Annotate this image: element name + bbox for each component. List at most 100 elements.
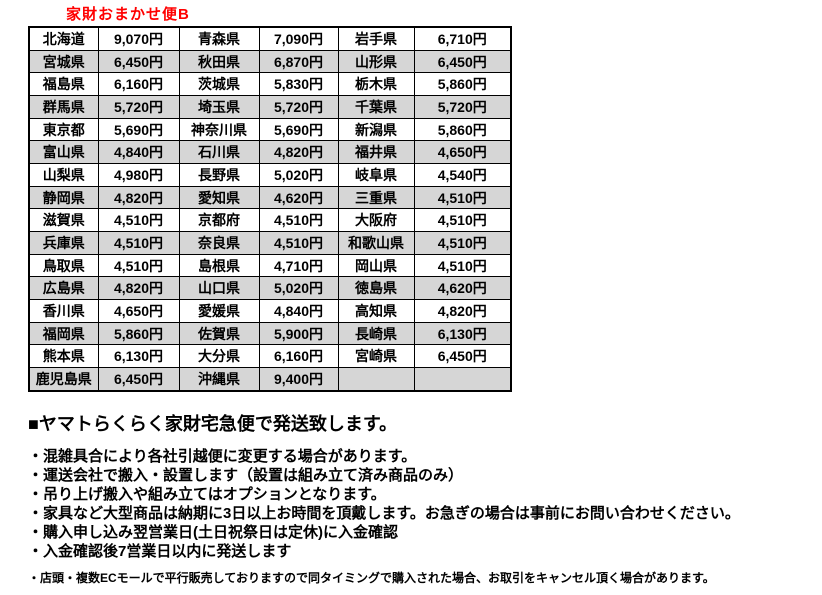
prefecture-cell: 滋賀県 bbox=[28, 208, 99, 233]
prefecture-cell: 福島県 bbox=[28, 72, 99, 97]
prefecture-cell: 愛媛県 bbox=[178, 299, 260, 323]
prefecture-cell: 神奈川県 bbox=[178, 117, 260, 142]
price-cell: 9,400円 bbox=[258, 367, 339, 392]
prefecture-cell: 広島県 bbox=[28, 276, 99, 301]
price-cell: 6,160円 bbox=[258, 344, 339, 369]
price-cell: 4,710円 bbox=[258, 253, 339, 278]
table-row: 鳥取県 4,510円 島根県 4,710円 岡山県 4,510円 bbox=[28, 253, 512, 278]
prefecture-cell: 石川県 bbox=[178, 140, 260, 165]
price-cell: 5,830円 bbox=[258, 72, 339, 97]
prefecture-cell: 徳島県 bbox=[337, 276, 415, 301]
price-cell: 6,160円 bbox=[97, 72, 180, 97]
prefecture-cell: 鳥取県 bbox=[28, 253, 99, 278]
price-cell: 4,820円 bbox=[97, 185, 180, 210]
price-cell: 5,720円 bbox=[97, 95, 180, 119]
notes-heading: ■ヤマトらくらく家財宅急便で発送致します。 bbox=[28, 414, 398, 434]
prefecture-cell: 岐阜県 bbox=[337, 163, 415, 187]
table-row: 広島県 4,820円 山口県 5,020円 徳島県 4,620円 bbox=[28, 276, 512, 301]
prefecture-cell: 島根県 bbox=[178, 253, 260, 278]
prefecture-cell: 鹿児島県 bbox=[28, 367, 99, 392]
table-row: 滋賀県 4,510円 京都府 4,510円 大阪府 4,510円 bbox=[28, 208, 512, 233]
prefecture-cell: 長野県 bbox=[178, 163, 260, 187]
price-cell bbox=[413, 367, 512, 392]
prefecture-cell: 京都府 bbox=[178, 208, 260, 233]
prefecture-cell: 香川県 bbox=[28, 299, 99, 323]
table-row: 福岡県 5,860円 佐賀県 5,900円 長崎県 6,130円 bbox=[28, 321, 512, 346]
notes-section: ■ヤマトらくらく家財宅急便で発送致します。 ・混雑具合により各社引越便に変更する… bbox=[28, 410, 808, 586]
prefecture-cell: 大阪府 bbox=[337, 208, 415, 233]
price-cell: 4,540円 bbox=[413, 163, 512, 187]
note-bullet: ・購入申し込み翌営業日(土日祝祭日は定休)に入金確認 bbox=[28, 524, 398, 541]
price-cell: 4,510円 bbox=[413, 253, 512, 278]
price-cell: 4,650円 bbox=[97, 299, 180, 323]
prefecture-cell: 富山県 bbox=[28, 140, 99, 165]
price-cell: 4,510円 bbox=[413, 185, 512, 210]
prefecture-cell: 岩手県 bbox=[337, 26, 415, 51]
table-row: 北海道 9,070円 青森県 7,090円 岩手県 6,710円 bbox=[28, 26, 512, 51]
notes-bullet-list: ・混雑具合により各社引越便に変更する場合があります。 ・運送会社で搬入・設置します… bbox=[28, 447, 808, 561]
small-note: ・店頭・複数ECモールで平行販売しておりますので同タイミングで購入された場合、お… bbox=[28, 571, 715, 585]
price-cell: 5,900円 bbox=[258, 321, 339, 346]
table-row: 東京都 5,690円 神奈川県 5,690円 新潟県 5,860円 bbox=[28, 117, 512, 142]
price-cell: 4,820円 bbox=[413, 299, 512, 323]
price-cell: 5,860円 bbox=[97, 321, 180, 346]
price-cell: 4,650円 bbox=[413, 140, 512, 165]
price-cell: 4,840円 bbox=[258, 299, 339, 323]
prefecture-cell: 栃木県 bbox=[337, 72, 415, 97]
price-cell: 5,690円 bbox=[97, 117, 180, 142]
price-cell: 4,510円 bbox=[413, 208, 512, 233]
price-cell: 4,820円 bbox=[97, 276, 180, 301]
prefecture-cell: 三重県 bbox=[337, 185, 415, 210]
price-cell: 5,860円 bbox=[413, 117, 512, 142]
price-cell: 6,870円 bbox=[258, 49, 339, 74]
price-cell: 6,130円 bbox=[413, 321, 512, 346]
prefecture-cell: 佐賀県 bbox=[178, 321, 260, 346]
table-row: 富山県 4,840円 石川県 4,820円 福井県 4,650円 bbox=[28, 140, 512, 165]
price-cell: 4,510円 bbox=[97, 208, 180, 233]
prefecture-cell: 北海道 bbox=[28, 26, 99, 51]
prefecture-cell: 山形県 bbox=[337, 49, 415, 74]
prefecture-cell: 埼玉県 bbox=[178, 95, 260, 119]
prefecture-cell: 福井県 bbox=[337, 140, 415, 165]
price-cell: 4,510円 bbox=[97, 231, 180, 255]
price-cell: 6,710円 bbox=[413, 26, 512, 51]
prefecture-cell: 山梨県 bbox=[28, 163, 99, 187]
price-cell: 7,090円 bbox=[258, 26, 339, 51]
price-cell: 4,820円 bbox=[258, 140, 339, 165]
prefecture-cell: 愛知県 bbox=[178, 185, 260, 210]
page-title: 家財おまかせ便B bbox=[66, 6, 190, 23]
table-row: 福島県 6,160円 茨城県 5,830円 栃木県 5,860円 bbox=[28, 72, 512, 97]
price-cell: 4,510円 bbox=[258, 208, 339, 233]
price-cell: 4,510円 bbox=[97, 253, 180, 278]
prefecture-cell: 宮城県 bbox=[28, 49, 99, 74]
shipping-fee-table: 北海道 9,070円 青森県 7,090円 岩手県 6,710円 宮城県 6,450円 秋田県 6… bbox=[28, 26, 512, 392]
prefecture-cell: 大分県 bbox=[178, 344, 260, 369]
prefecture-cell: 沖縄県 bbox=[178, 367, 260, 392]
note-bullet: ・吊り上げ搬入や組み立てはオプションとなります。 bbox=[28, 486, 386, 503]
price-cell: 5,720円 bbox=[413, 95, 512, 119]
prefecture-cell: 長崎県 bbox=[337, 321, 415, 346]
prefecture-cell: 群馬県 bbox=[28, 95, 99, 119]
price-cell: 5,690円 bbox=[258, 117, 339, 142]
price-cell: 6,450円 bbox=[97, 49, 180, 74]
prefecture-cell: 兵庫県 bbox=[28, 231, 99, 255]
price-cell: 9,070円 bbox=[97, 26, 180, 51]
prefecture-cell: 茨城県 bbox=[178, 72, 260, 97]
note-bullet: ・運送会社で搬入・設置します（設置は組み立て済み商品のみ） bbox=[28, 467, 464, 484]
prefecture-cell: 東京都 bbox=[28, 117, 99, 142]
price-cell: 6,450円 bbox=[413, 49, 512, 74]
prefecture-cell: 静岡県 bbox=[28, 185, 99, 210]
price-cell: 5,020円 bbox=[258, 276, 339, 301]
price-cell: 6,450円 bbox=[413, 344, 512, 369]
table-row: 群馬県 5,720円 埼玉県 5,720円 千葉県 5,720円 bbox=[28, 95, 512, 119]
price-cell: 4,840円 bbox=[97, 140, 180, 165]
table-row: 静岡県 4,820円 愛知県 4,620円 三重県 4,510円 bbox=[28, 185, 512, 210]
note-bullet: ・入金確認後7営業日以内に発送します bbox=[28, 543, 292, 560]
table-row: 熊本県 6,130円 大分県 6,160円 宮崎県 6,450円 bbox=[28, 344, 512, 369]
prefecture-cell: 秋田県 bbox=[178, 49, 260, 74]
prefecture-cell: 新潟県 bbox=[337, 117, 415, 142]
table-row: 宮城県 6,450円 秋田県 6,870円 山形県 6,450円 bbox=[28, 49, 512, 74]
prefecture-cell: 高知県 bbox=[337, 299, 415, 323]
prefecture-cell: 宮崎県 bbox=[337, 344, 415, 369]
prefecture-cell: 熊本県 bbox=[28, 344, 99, 369]
